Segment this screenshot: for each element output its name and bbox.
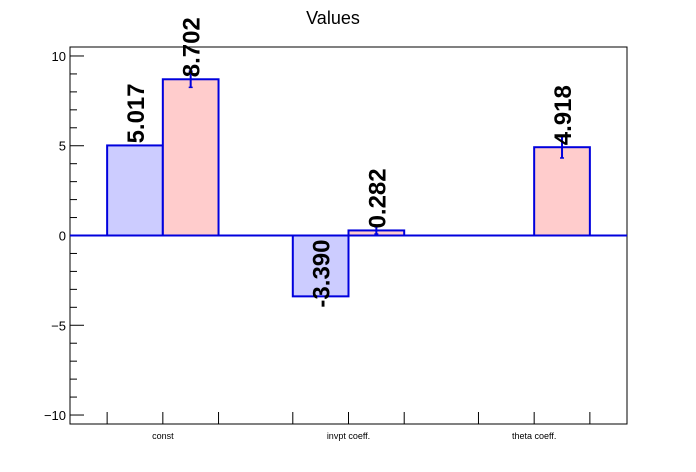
- x-category-label: const: [152, 431, 174, 441]
- y-tick-label: −5: [51, 318, 66, 333]
- data-label: 4.918: [550, 85, 577, 145]
- data-label: 0.282: [364, 168, 391, 228]
- x-category-label: invpt coeff.: [327, 431, 370, 441]
- y-tick-label: 0: [59, 229, 66, 244]
- bar: [161, 78, 220, 237]
- y-tick-label: 10: [52, 49, 66, 64]
- data-label: 8.702: [179, 17, 206, 77]
- y-axis: −10 −5 0 5 10: [44, 49, 84, 423]
- data-label: 5.017: [123, 83, 150, 143]
- bar: [533, 146, 591, 237]
- data-labels: 5.017 -3.390 8.702 0.282 4.918: [123, 17, 577, 307]
- chart-title: Values: [306, 8, 360, 28]
- x-axis: const invpt coeff. theta coeff.: [106, 412, 591, 441]
- y-tick-label: 5: [59, 139, 66, 154]
- bars: [106, 70, 591, 298]
- x-category-label: theta coeff.: [512, 431, 556, 441]
- y-tick-label: −10: [44, 408, 66, 423]
- bar: [106, 144, 164, 237]
- data-label: -3.390: [309, 240, 336, 308]
